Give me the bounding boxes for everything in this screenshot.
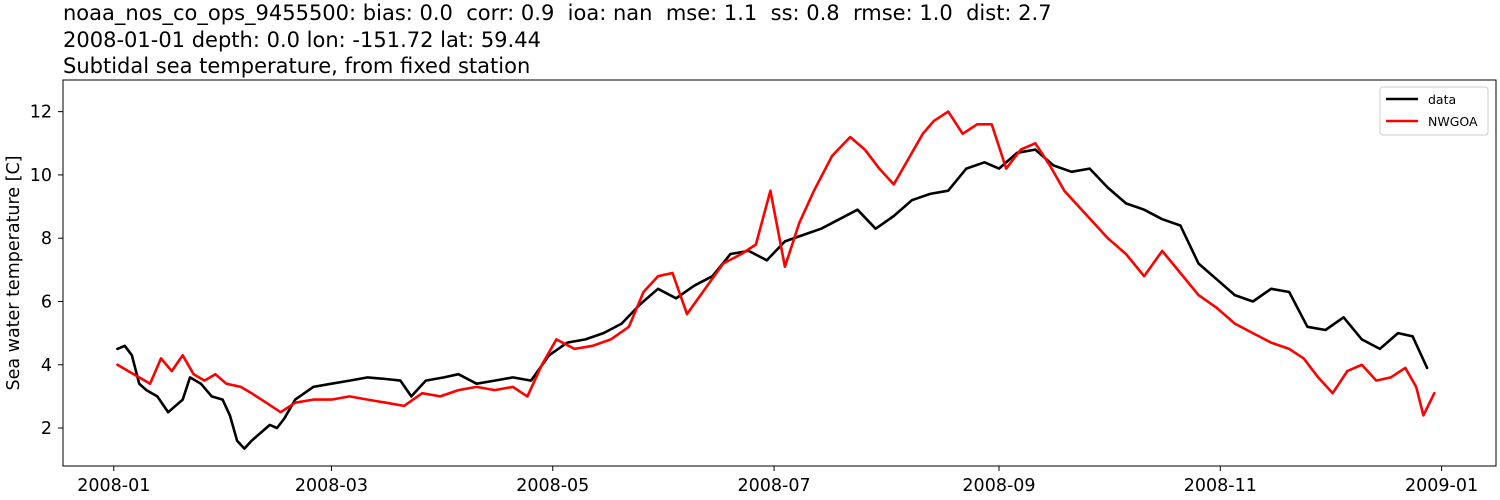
chart-title-description: Subtidal sea temperature, from fixed sta… — [63, 54, 531, 78]
plot-area — [62, 79, 1497, 467]
chart-title-block: noaa_nos_co_ops_9455500: bias: 0.0 corr:… — [63, 0, 1052, 80]
y-tick-label: 4 — [41, 356, 52, 376]
y-axis-label: Sea water temperature [C] — [4, 155, 24, 390]
x-tick-label: 2008-09 — [962, 476, 1035, 496]
chart-title-meta: 2008-01-01 depth: 0.0 lon: -151.72 lat: … — [63, 27, 541, 52]
y-axis: 2 4 6 8 10 12 — [30, 103, 63, 439]
legend: data NWGOA — [1379, 86, 1489, 136]
axes-frame — [62, 79, 1497, 467]
y-tick-label: 12 — [30, 103, 52, 123]
series-line-data — [116, 148, 1429, 450]
y-tick-label: 6 — [41, 292, 52, 312]
x-tick-label: 2008-11 — [1184, 476, 1257, 496]
legend-label-nwgoa: NWGOA — [1428, 114, 1478, 129]
x-axis: 2008-01 2008-03 2008-05 2008-07 2008-09 2008-… — [77, 466, 1478, 496]
y-tick-label: 10 — [30, 166, 52, 186]
series-line-nwgoa — [116, 110, 1436, 417]
x-tick-label: 2008-05 — [516, 476, 589, 496]
chart-title-stats: noaa_nos_co_ops_9455500: bias: 0.0 corr:… — [63, 1, 1052, 25]
y-tick-label: 2 — [41, 419, 52, 439]
x-tick-label: 2009-01 — [1405, 476, 1478, 496]
y-tick-label: 8 — [41, 229, 52, 249]
x-tick-label: 2008-01 — [77, 476, 150, 496]
x-tick-label: 2008-03 — [295, 476, 368, 496]
x-tick-label: 2008-07 — [737, 476, 810, 496]
legend-label-data: data — [1428, 92, 1456, 107]
